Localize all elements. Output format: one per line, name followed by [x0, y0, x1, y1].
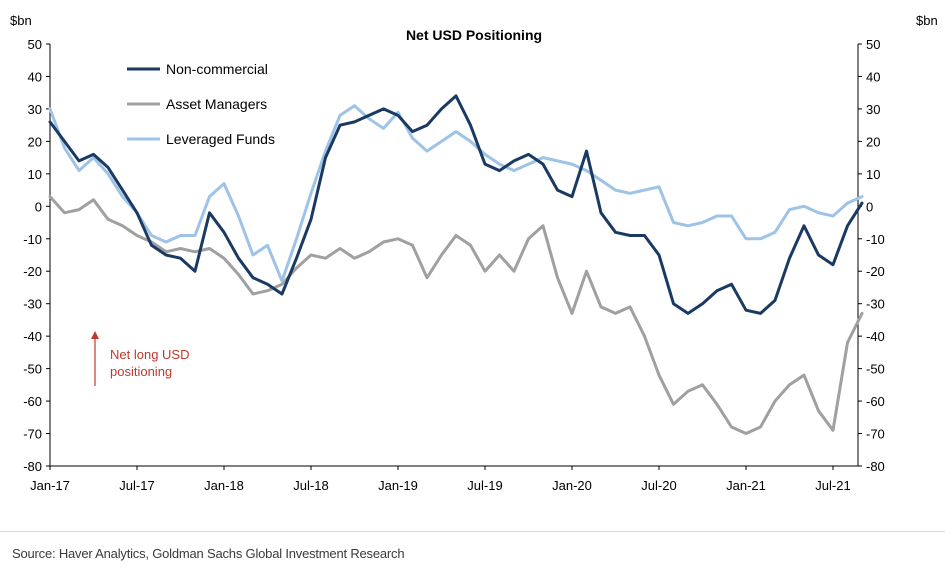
y-tick-label-right: 20	[866, 134, 880, 149]
legend-label-leveraged-funds: Leveraged Funds	[166, 131, 275, 147]
y-tick-label-right: 50	[866, 37, 880, 52]
y-tick-label-left: -70	[23, 427, 42, 442]
y-tick-label-right: -70	[866, 427, 885, 442]
legend-label-asset-managers: Asset Managers	[166, 96, 267, 112]
y-tick-label-left: -60	[23, 394, 42, 409]
y-tick-label-right: -10	[866, 232, 885, 247]
y-tick-label-left: 10	[28, 167, 42, 182]
y-axis-unit-left: $bn	[10, 13, 32, 28]
y-tick-label-left: -50	[23, 362, 42, 377]
y-tick-label-left: 40	[28, 69, 42, 84]
series-lines	[48, 94, 864, 435]
axes: 50 50 40 40 30 30 20 20 10 10 0 0 -10 -10 -20 -20 -30 -30…	[23, 37, 885, 493]
annotation-text: Net long USD positioning	[110, 347, 189, 379]
x-tick-label: Jan-20	[552, 478, 592, 493]
x-tick-label: Jan-21	[726, 478, 766, 493]
y-tick-label-right: -50	[866, 362, 885, 377]
y-tick-label-left: 30	[28, 102, 42, 117]
x-tick-label: Jul-18	[293, 478, 328, 493]
y-tick-label-left: -40	[23, 329, 42, 344]
line-chart: Net USD Positioning $bn $bn 50 50 40 40 30 30…	[10, 13, 938, 493]
legend: Non-commercial Asset Managers Leveraged Fu…	[127, 61, 275, 147]
y-tick-label-right: 10	[866, 167, 880, 182]
annotation: Net long USD positioning	[91, 331, 189, 386]
y-tick-label-right: -40	[866, 329, 885, 344]
x-tick-label: Jan-17	[30, 478, 70, 493]
y-tick-label-right: 0	[866, 199, 873, 214]
y-tick-label-right: -20	[866, 264, 885, 279]
x-tick-label: Jan-18	[204, 478, 244, 493]
y-tick-label-left: -30	[23, 297, 42, 312]
annotation-line: positioning	[110, 364, 172, 379]
y-tick-label-right: -60	[866, 394, 885, 409]
annotation-line: Net long USD	[110, 347, 189, 362]
y-tick-label-right: -80	[866, 459, 885, 474]
source-note: Source: Haver Analytics, Goldman Sachs G…	[12, 546, 405, 561]
x-tick-label: Jul-21	[815, 478, 850, 493]
x-tick-label: Jul-20	[641, 478, 676, 493]
y-tick-label-left: 20	[28, 134, 42, 149]
y-tick-label-left: -10	[23, 232, 42, 247]
x-tick-label: Jan-19	[378, 478, 418, 493]
x-tick-label: Jul-17	[119, 478, 154, 493]
y-axis-unit-right: $bn	[916, 13, 938, 28]
series-line-leveraged-funds	[48, 104, 864, 283]
x-tick-label: Jul-19	[467, 478, 502, 493]
y-tick-label-right: 40	[866, 69, 880, 84]
y-tick-label-right: -30	[866, 297, 885, 312]
legend-label-non-commercial: Non-commercial	[166, 61, 268, 77]
series-line-asset-managers	[48, 195, 864, 435]
y-tick-label-left: 50	[28, 37, 42, 52]
chart-title: Net USD Positioning	[406, 27, 542, 43]
annotation-arrow-head	[91, 331, 99, 339]
footer-divider	[0, 531, 945, 532]
y-tick-label-left: 0	[35, 199, 42, 214]
series-line-non-commercial	[48, 94, 864, 315]
y-tick-label-left: -80	[23, 459, 42, 474]
y-tick-label-right: 30	[866, 102, 880, 117]
y-tick-label-left: -20	[23, 264, 42, 279]
